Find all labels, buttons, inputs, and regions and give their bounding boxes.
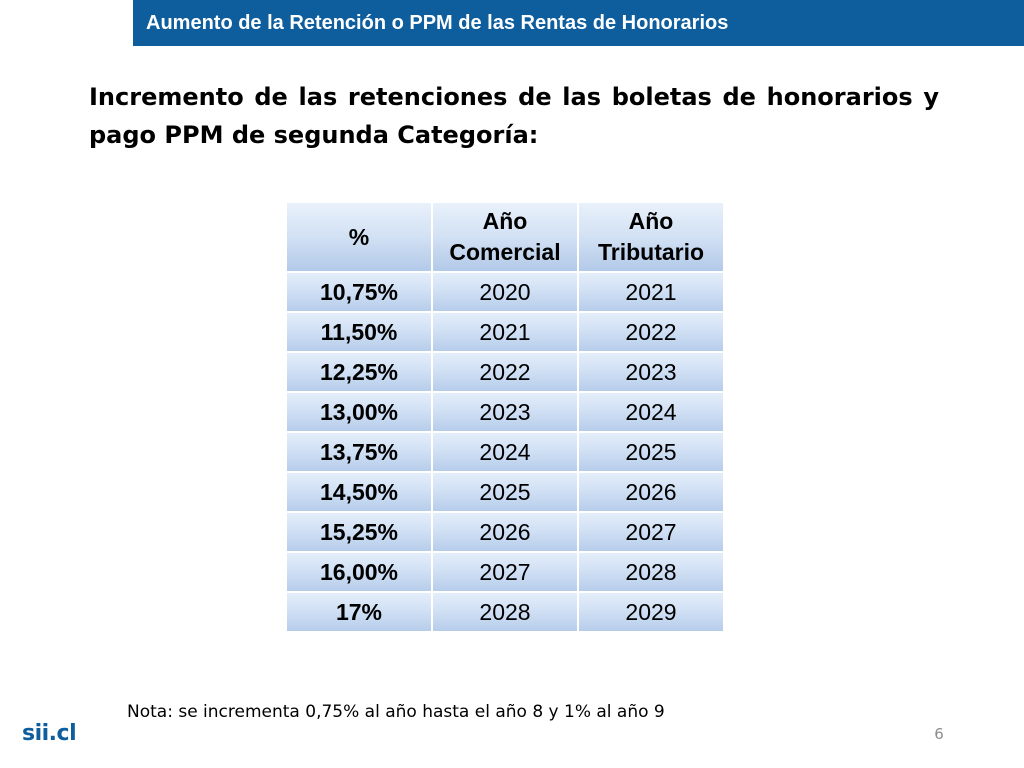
commercial-year-cell: 2020 — [431, 271, 579, 313]
table-row: 13,00% 2023 2024 — [285, 391, 725, 433]
rate-cell: 13,00% — [285, 391, 433, 433]
commercial-year-cell: 2024 — [431, 431, 579, 473]
commercial-year-cell: 2028 — [431, 591, 579, 633]
tax-year-cell: 2027 — [577, 511, 725, 553]
tax-year-cell: 2028 — [577, 551, 725, 593]
tax-year-cell: 2022 — [577, 311, 725, 353]
commercial-year-cell: 2026 — [431, 511, 579, 553]
rate-cell: 17% — [285, 591, 433, 633]
tax-year-cell: 2023 — [577, 351, 725, 393]
footnote: Nota: se incrementa 0,75% al año hasta e… — [127, 702, 665, 722]
column-header-tax-year: Año Tributario — [577, 201, 725, 273]
tax-year-cell: 2021 — [577, 271, 725, 313]
rate-cell: 12,25% — [285, 351, 433, 393]
tax-year-cell: 2029 — [577, 591, 725, 633]
page-title: Incremento de las retenciones de las bol… — [89, 83, 939, 149]
slide-header-bar: Aumento de la Retención o PPM de las Ren… — [133, 0, 1024, 46]
table-row: 13,75% 2024 2025 — [285, 431, 725, 473]
rate-cell: 16,00% — [285, 551, 433, 593]
rate-cell: 11,50% — [285, 311, 433, 353]
table-header-row: % Año Comercial Año Tributario — [285, 201, 725, 273]
retention-rates-table: % Año Comercial Año Tributario 10,75% 20… — [285, 201, 725, 633]
column-header-commercial-year: Año Comercial — [431, 201, 579, 273]
table-row: 12,25% 2022 2023 — [285, 351, 725, 393]
slide-number: 6 — [934, 725, 944, 743]
table-row: 16,00% 2027 2028 — [285, 551, 725, 593]
table-row: 11,50% 2021 2022 — [285, 311, 725, 353]
commercial-year-cell: 2021 — [431, 311, 579, 353]
rate-cell: 13,75% — [285, 431, 433, 473]
slide-header-title: Aumento de la Retención o PPM de las Ren… — [146, 12, 729, 34]
rate-cell: 14,50% — [285, 471, 433, 513]
table-row: 10,75% 2020 2021 — [285, 271, 725, 313]
tax-year-cell: 2026 — [577, 471, 725, 513]
table-row: 17% 2028 2029 — [285, 591, 725, 633]
commercial-year-cell: 2025 — [431, 471, 579, 513]
table-row: 15,25% 2026 2027 — [285, 511, 725, 553]
sii-logo: sii.cl — [22, 721, 77, 746]
commercial-year-cell: 2027 — [431, 551, 579, 593]
commercial-year-cell: 2023 — [431, 391, 579, 433]
rate-cell: 10,75% — [285, 271, 433, 313]
table-row: 14,50% 2025 2026 — [285, 471, 725, 513]
tax-year-cell: 2024 — [577, 391, 725, 433]
column-header-percent: % — [285, 201, 433, 273]
commercial-year-cell: 2022 — [431, 351, 579, 393]
tax-year-cell: 2025 — [577, 431, 725, 473]
rate-cell: 15,25% — [285, 511, 433, 553]
